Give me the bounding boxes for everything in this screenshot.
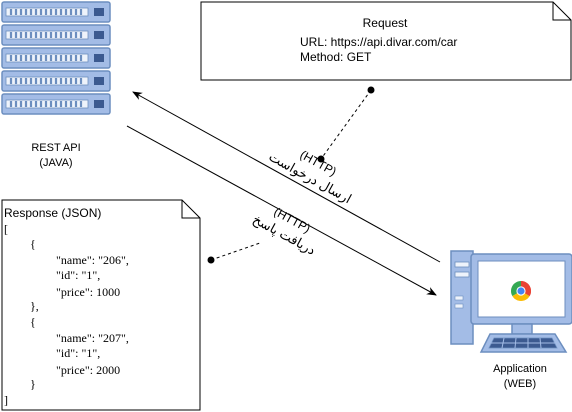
- chrome-browser-icon: [511, 281, 531, 301]
- json-line: {: [30, 315, 36, 329]
- json-line: "name": "206",: [56, 253, 129, 267]
- desktop-computer-icon: [450, 250, 572, 353]
- server-label-name: REST API: [31, 142, 80, 154]
- json-line: "id": "1",: [56, 346, 100, 360]
- json-line: "price": 2000: [56, 363, 120, 377]
- client-label-name: Application: [493, 363, 547, 375]
- server-rack-icon: [1, 1, 111, 115]
- request-arrow: [132, 91, 441, 263]
- json-line: ]: [4, 393, 8, 407]
- json-line: }: [30, 377, 36, 391]
- server-label-language: (JAVA): [39, 157, 72, 169]
- request-note-title: Request: [363, 16, 408, 30]
- response-note-connector: [207, 242, 261, 264]
- response-note: Response (JSON) [ { "name": "206", "id":…: [1, 199, 201, 411]
- json-line: },: [30, 299, 39, 313]
- request-arrow-label: (HTTP) ارسال درخواست: [266, 147, 354, 207]
- json-line: "name": "207",: [56, 331, 129, 345]
- json-line: "price": 1000: [56, 285, 120, 299]
- request-note-connector: [317, 86, 375, 163]
- response-note-title: Response (JSON): [4, 206, 101, 220]
- json-line: "id": "1",: [56, 268, 100, 282]
- json-line: {: [30, 237, 36, 251]
- response-arrow: [126, 125, 437, 296]
- client-label-platform: (WEB): [504, 378, 536, 390]
- request-note: Request URL: https://api.divar.com/car M…: [200, 1, 572, 81]
- request-note-method: Method: GET: [300, 50, 372, 64]
- json-line: [: [4, 222, 8, 236]
- request-note-url: URL: https://api.divar.com/car: [300, 35, 457, 49]
